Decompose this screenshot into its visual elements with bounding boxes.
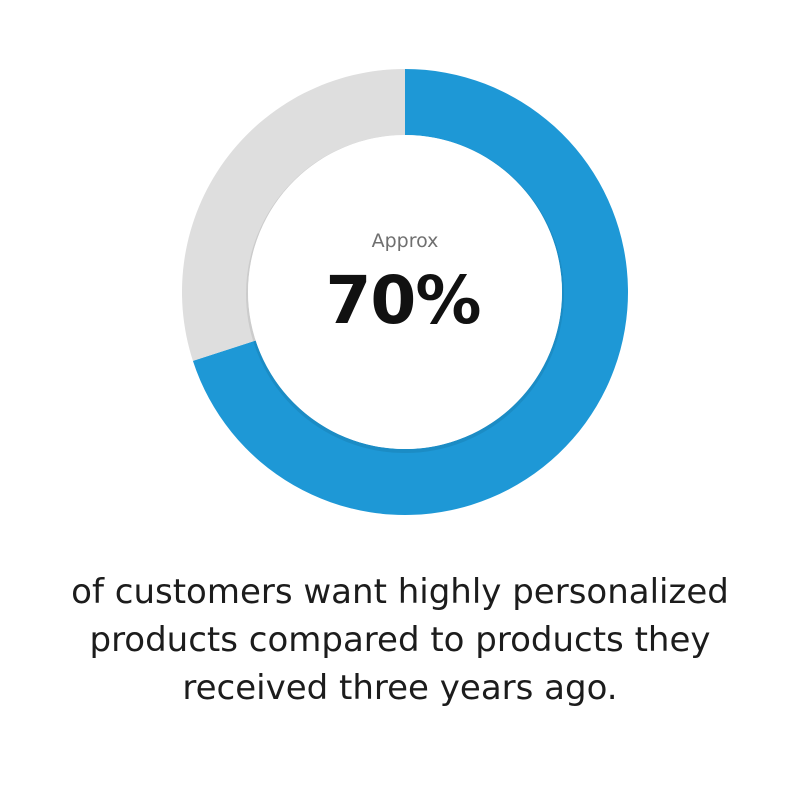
caption-text: of customers want highly personalized pr…	[71, 572, 729, 708]
donut-hole	[248, 135, 562, 449]
donut-slices	[181, 69, 629, 515]
donut-chart	[181, 69, 629, 515]
donut-slice-highlight	[192, 69, 629, 515]
center-value: 70%	[325, 262, 482, 339]
donut-slice-remainder	[181, 69, 405, 361]
center-label: Approx	[371, 230, 439, 252]
